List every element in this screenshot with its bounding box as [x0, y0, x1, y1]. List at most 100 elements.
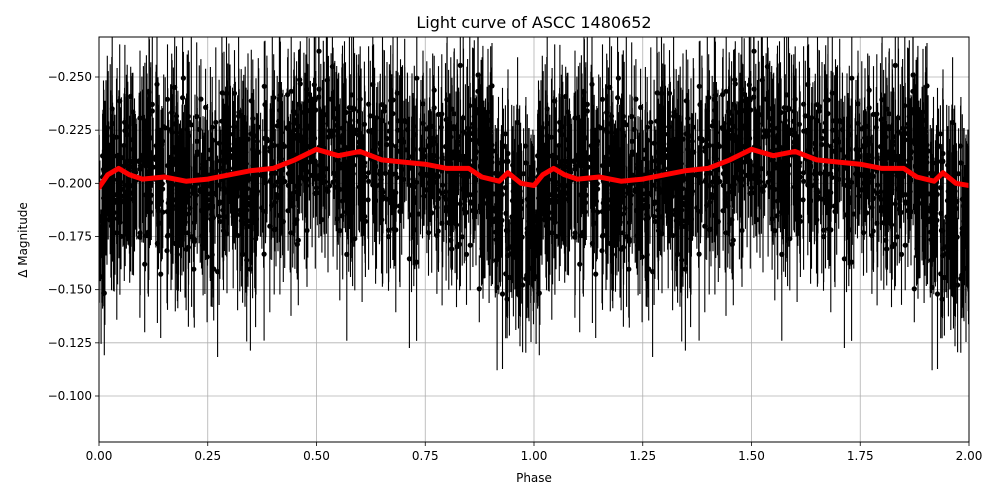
data-point — [536, 208, 542, 214]
data-point — [563, 93, 569, 99]
data-point — [470, 121, 476, 127]
data-point — [185, 194, 192, 200]
data-point — [961, 203, 967, 209]
data-point — [221, 132, 227, 138]
data-point — [463, 209, 469, 215]
data-point — [473, 149, 480, 155]
data-point — [795, 187, 801, 193]
data-point — [603, 215, 609, 221]
data-point — [584, 101, 590, 107]
data-point — [871, 188, 877, 194]
data-point — [691, 149, 697, 155]
data-point — [425, 230, 432, 236]
data-point — [426, 172, 432, 178]
data-point — [629, 152, 635, 158]
data-point — [449, 174, 455, 180]
data-point — [457, 62, 463, 68]
data-point — [739, 86, 745, 92]
data-point — [431, 139, 437, 145]
data-point — [914, 157, 920, 163]
data-point — [662, 131, 668, 137]
data-point — [836, 176, 842, 182]
data-point — [931, 248, 937, 254]
data-point — [185, 113, 191, 119]
data-point — [482, 141, 489, 147]
data-point — [293, 135, 299, 141]
data-point — [311, 82, 317, 88]
data-point — [460, 153, 466, 159]
data-point — [217, 218, 223, 225]
data-point — [128, 93, 134, 99]
data-point — [198, 208, 205, 214]
data-point — [297, 81, 303, 87]
data-point — [129, 164, 135, 170]
data-point — [591, 220, 598, 226]
data-point — [316, 175, 322, 181]
data-point — [921, 117, 927, 123]
data-point — [894, 173, 900, 179]
data-point — [765, 179, 771, 185]
data-point — [963, 265, 969, 271]
data-point — [250, 146, 256, 152]
data-point — [935, 143, 942, 149]
data-point — [687, 178, 693, 184]
data-point — [849, 259, 855, 265]
data-point — [463, 184, 469, 190]
data-point — [100, 243, 106, 249]
data-point — [782, 117, 788, 123]
x-tick-label: 0.75 — [412, 449, 439, 463]
data-point — [764, 64, 771, 70]
data-point — [517, 243, 523, 249]
data-point — [891, 134, 897, 140]
data-point — [902, 103, 908, 109]
data-point — [347, 117, 353, 123]
data-point — [937, 131, 944, 137]
data-point — [477, 205, 483, 211]
data-point — [682, 266, 689, 272]
data-point — [769, 157, 775, 163]
data-point — [790, 118, 797, 124]
data-point — [928, 215, 934, 221]
data-point — [455, 153, 462, 159]
data-point — [339, 213, 345, 219]
data-point — [196, 126, 202, 132]
data-point — [886, 111, 892, 117]
data-point — [585, 164, 591, 170]
data-point — [797, 218, 804, 224]
data-point — [319, 156, 325, 162]
data-point — [825, 97, 831, 103]
data-point — [285, 92, 291, 98]
data-point — [543, 151, 549, 157]
data-point — [635, 242, 641, 248]
data-point — [114, 230, 120, 236]
data-point — [615, 156, 621, 162]
data-point — [349, 205, 355, 211]
y-axis-label: Δ Magnitude — [16, 202, 30, 278]
data-point — [593, 198, 600, 204]
data-point — [287, 190, 293, 196]
data-point — [113, 134, 120, 140]
data-point — [746, 82, 752, 88]
data-point — [843, 212, 850, 218]
data-point — [130, 109, 136, 115]
data-point — [944, 198, 951, 204]
data-point — [394, 174, 400, 181]
data-point — [479, 246, 485, 252]
data-point — [286, 164, 292, 170]
data-point — [724, 135, 731, 141]
data-point — [204, 254, 210, 260]
data-point — [346, 105, 352, 111]
data-point — [924, 83, 930, 89]
data-point — [636, 196, 642, 202]
data-point — [169, 109, 175, 116]
data-point — [503, 210, 509, 216]
data-point — [207, 191, 213, 197]
data-point — [660, 153, 666, 159]
data-point — [619, 151, 625, 157]
data-point — [304, 123, 311, 129]
data-point — [267, 145, 273, 151]
data-point — [725, 203, 731, 209]
data-point — [955, 282, 961, 288]
data-point — [727, 183, 733, 189]
data-point — [500, 143, 507, 149]
